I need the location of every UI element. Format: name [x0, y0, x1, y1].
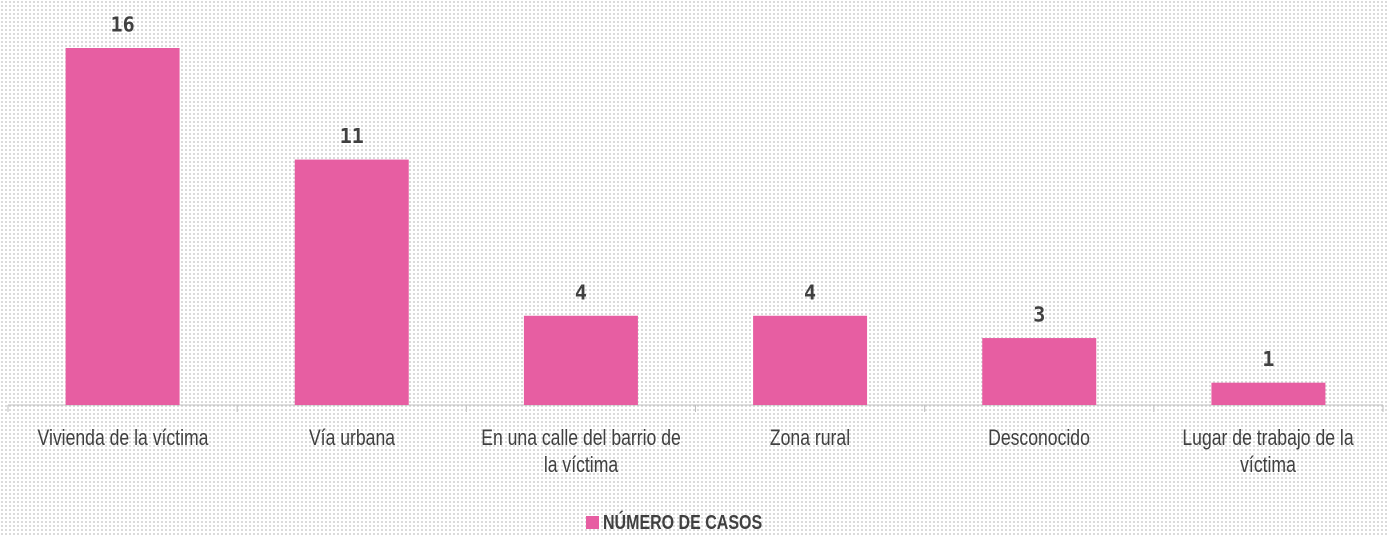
bar: [1211, 382, 1326, 405]
x-tick-label: Desconocido: [988, 425, 1091, 450]
bar: [65, 48, 180, 405]
x-tick-label: En una calle del barrio de la víctima: [481, 425, 681, 477]
bar: [753, 315, 868, 405]
value-label: 4: [575, 280, 587, 304]
bar: [523, 315, 638, 405]
value-label: 11: [340, 124, 364, 148]
x-tick-label: Vivienda de la víctima: [37, 425, 209, 450]
value-label: 4: [804, 280, 816, 304]
value-label: 1: [1262, 347, 1274, 371]
bar: [982, 338, 1097, 405]
legend: NÚMERO DE CASOS: [0, 512, 1388, 535]
legend-swatch: [586, 516, 600, 529]
legend-label: NÚMERO DE CASOS: [603, 512, 763, 534]
value-label: 16: [111, 13, 135, 37]
bar: [294, 159, 409, 405]
x-tick-label: Zona rural: [769, 425, 851, 450]
value-label: 3: [1033, 303, 1045, 327]
x-tick-label: Lugar de trabajo de la víctima: [1182, 425, 1355, 477]
x-tick-label: Vía urbana: [308, 425, 395, 450]
